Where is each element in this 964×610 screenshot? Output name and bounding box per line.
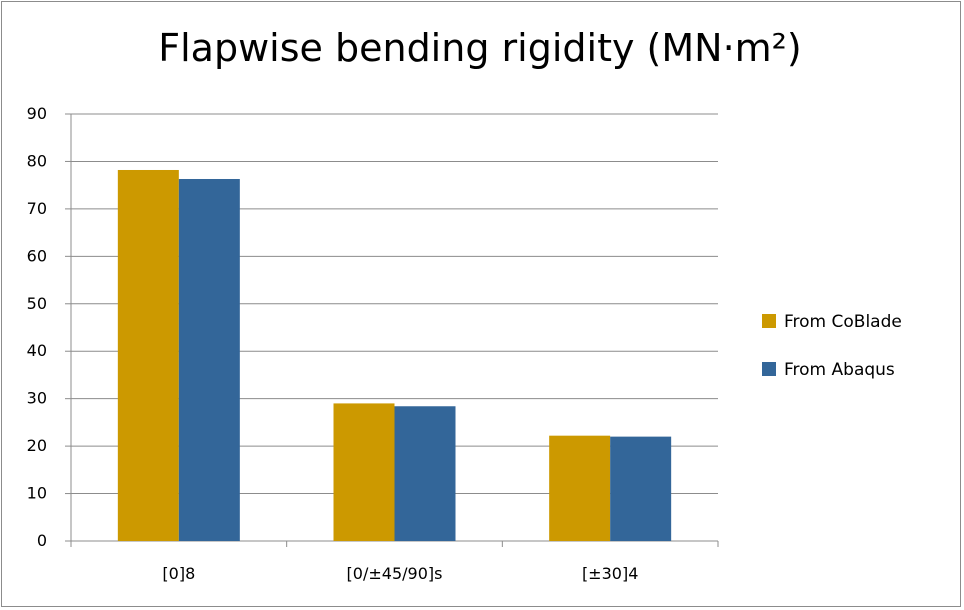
x-tick-label: [0/±45/90]s [347, 564, 443, 583]
bar [333, 403, 395, 541]
bar [549, 435, 611, 541]
bar [394, 406, 456, 541]
legend-label: From CoBlade [784, 312, 902, 332]
y-tick-label: 90 [27, 104, 47, 123]
y-tick-label: 80 [27, 151, 47, 170]
y-tick-label: 50 [27, 294, 47, 313]
legend-swatch [762, 362, 776, 376]
y-tick-label: 40 [27, 341, 47, 360]
y-tick-label: 0 [37, 531, 47, 550]
x-tick-label: [±30]4 [582, 564, 638, 583]
bars [117, 169, 672, 542]
legend-swatch [762, 314, 776, 328]
bar [117, 169, 179, 542]
y-tick-label: 10 [27, 484, 47, 503]
y-tick-label: 70 [27, 199, 47, 218]
y-tick-label: 20 [27, 436, 47, 455]
legend: From CoBlade From Abaqus [762, 312, 902, 380]
x-tick-label: [0]8 [162, 564, 195, 583]
bar [610, 436, 672, 541]
chart-title: Flapwise bending rigidity (MN·m²) [158, 26, 802, 70]
bar [178, 178, 240, 541]
y-tick-label: 30 [27, 389, 47, 408]
x-axis-ticks: [0]8 [0/±45/90]s [±30]4 [70, 541, 719, 583]
y-axis-ticks: 0 10 20 30 40 50 60 70 80 90 [27, 104, 71, 550]
y-tick-label: 60 [27, 246, 47, 265]
legend-label: From Abaqus [784, 360, 895, 380]
